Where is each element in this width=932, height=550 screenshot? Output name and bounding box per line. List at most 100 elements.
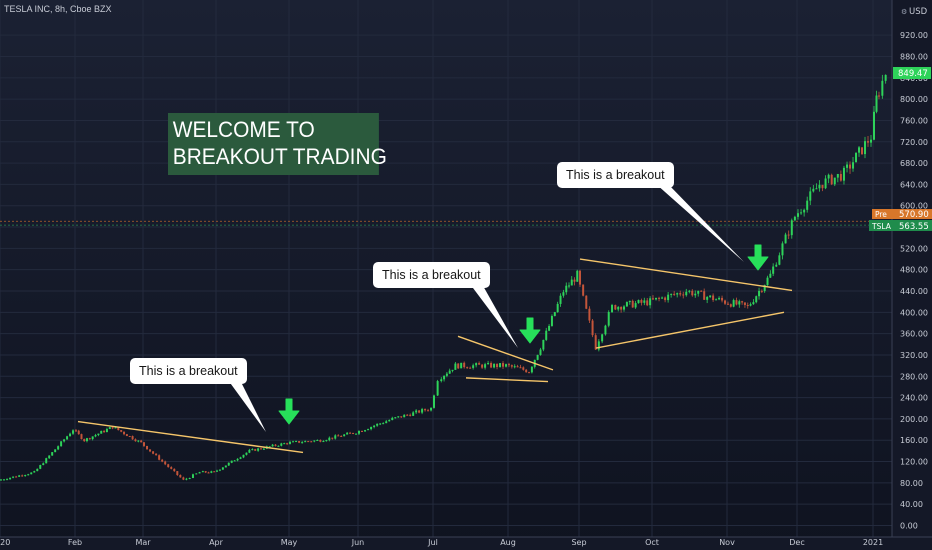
candle-body [185,478,188,480]
price-tick-label: 400.00 [900,308,928,317]
candle-body [655,297,658,300]
candle-body [322,441,325,443]
candle-body [803,209,806,213]
candle-body [611,304,614,313]
candle-body [295,441,298,443]
candle-body [457,363,460,369]
price-tick-label: 200.00 [900,415,928,424]
candle-body [815,188,818,190]
time-tick-label: Oct [645,538,659,547]
settings-icon[interactable]: ⚙ [901,8,907,16]
trendline [465,377,549,383]
candle-body [824,178,827,189]
candle-body [262,448,265,450]
candle-body [108,427,111,430]
candle-body [682,294,685,296]
price-tick-label: 320.00 [900,351,928,360]
candle-body [254,449,257,451]
breakout-arrow-icon [278,398,300,425]
candle-body [445,373,448,376]
price-tags: 849.47 Pre 570.90 TSLA 563.55 [869,67,932,232]
candle-body [715,299,718,301]
candle-body [60,441,63,447]
candle-body [855,152,858,163]
candle-body [614,304,617,310]
candle-body [27,474,30,476]
price-tick-label: 680.00 [900,159,928,168]
candle-body [463,362,466,368]
candle-body [179,475,182,478]
price-tick-label: 800.00 [900,95,928,104]
candle-body [858,147,861,153]
price-tick-label: 360.00 [900,330,928,339]
time-tick-label: Dec [789,538,804,547]
time-axis-bg [0,537,932,550]
candle-body [809,191,812,201]
price-tick-label: 600.00 [900,202,928,211]
candle-body [198,472,201,474]
candle-body [873,111,875,140]
candle-body [140,440,143,443]
candle-body [143,442,145,446]
candle-body [623,306,626,310]
candle-body [201,471,204,473]
candle-body [382,423,385,425]
candle-body [881,80,884,96]
candle-body [42,463,45,466]
candle-body [688,290,691,292]
candle-body [155,453,158,456]
tsla-value-tag [894,220,932,231]
candle-body [451,369,454,371]
candle-body [800,212,803,214]
candle-body [63,439,66,442]
candle-body [349,432,352,434]
candle-body [519,367,522,369]
candle-body [114,427,117,429]
candle-body [100,430,103,434]
candle-body [484,364,487,368]
candle-body [697,290,700,294]
candle-body [579,270,581,285]
candle-body [839,174,842,181]
candle-body [729,304,732,307]
price-tick-label: 720.00 [900,138,928,147]
candle-body [370,426,373,430]
time-axis[interactable]: 2020 Feb Mar Apr May Jun Jul Aug Sep Oct Nov Dec 202… [0,538,883,547]
candle-body [236,458,239,461]
candle-body [221,467,224,470]
candle-body [833,177,836,185]
candle-body [637,300,640,304]
trendline [579,258,793,292]
candle-body [394,417,397,419]
candle-body [673,293,676,295]
candle-body [376,423,379,426]
pre-tag [872,209,894,219]
candle-body [3,479,6,481]
candle-body [433,395,435,408]
candle-body [21,475,24,477]
candle-body [510,365,513,367]
candle-body [33,471,36,473]
candle-body [289,441,291,444]
candle-body [548,325,551,331]
candle-body [292,441,295,443]
candle-body [643,300,646,303]
price-axis[interactable]: 0.00 40.00 80.00 120.00 160.00 200.00 240.00 28… [900,31,928,530]
time-tick-label: 2020 [0,538,10,547]
candle-body [191,474,194,479]
candle-body [487,362,490,365]
candle-body [72,430,75,434]
candle-body [331,437,334,439]
candle-body [694,293,697,296]
price-tick-label: 40.00 [900,500,923,509]
callout-pointer [470,284,518,348]
candle-body [188,478,191,480]
callout-pointer [228,380,266,432]
candle-body [233,460,236,462]
candle-body [400,416,403,418]
candle-body [36,468,39,472]
candle-body [12,476,15,478]
candle-body [670,293,673,295]
symbol-info: TESLA INC, 8h, Cboe BZX [4,4,112,14]
